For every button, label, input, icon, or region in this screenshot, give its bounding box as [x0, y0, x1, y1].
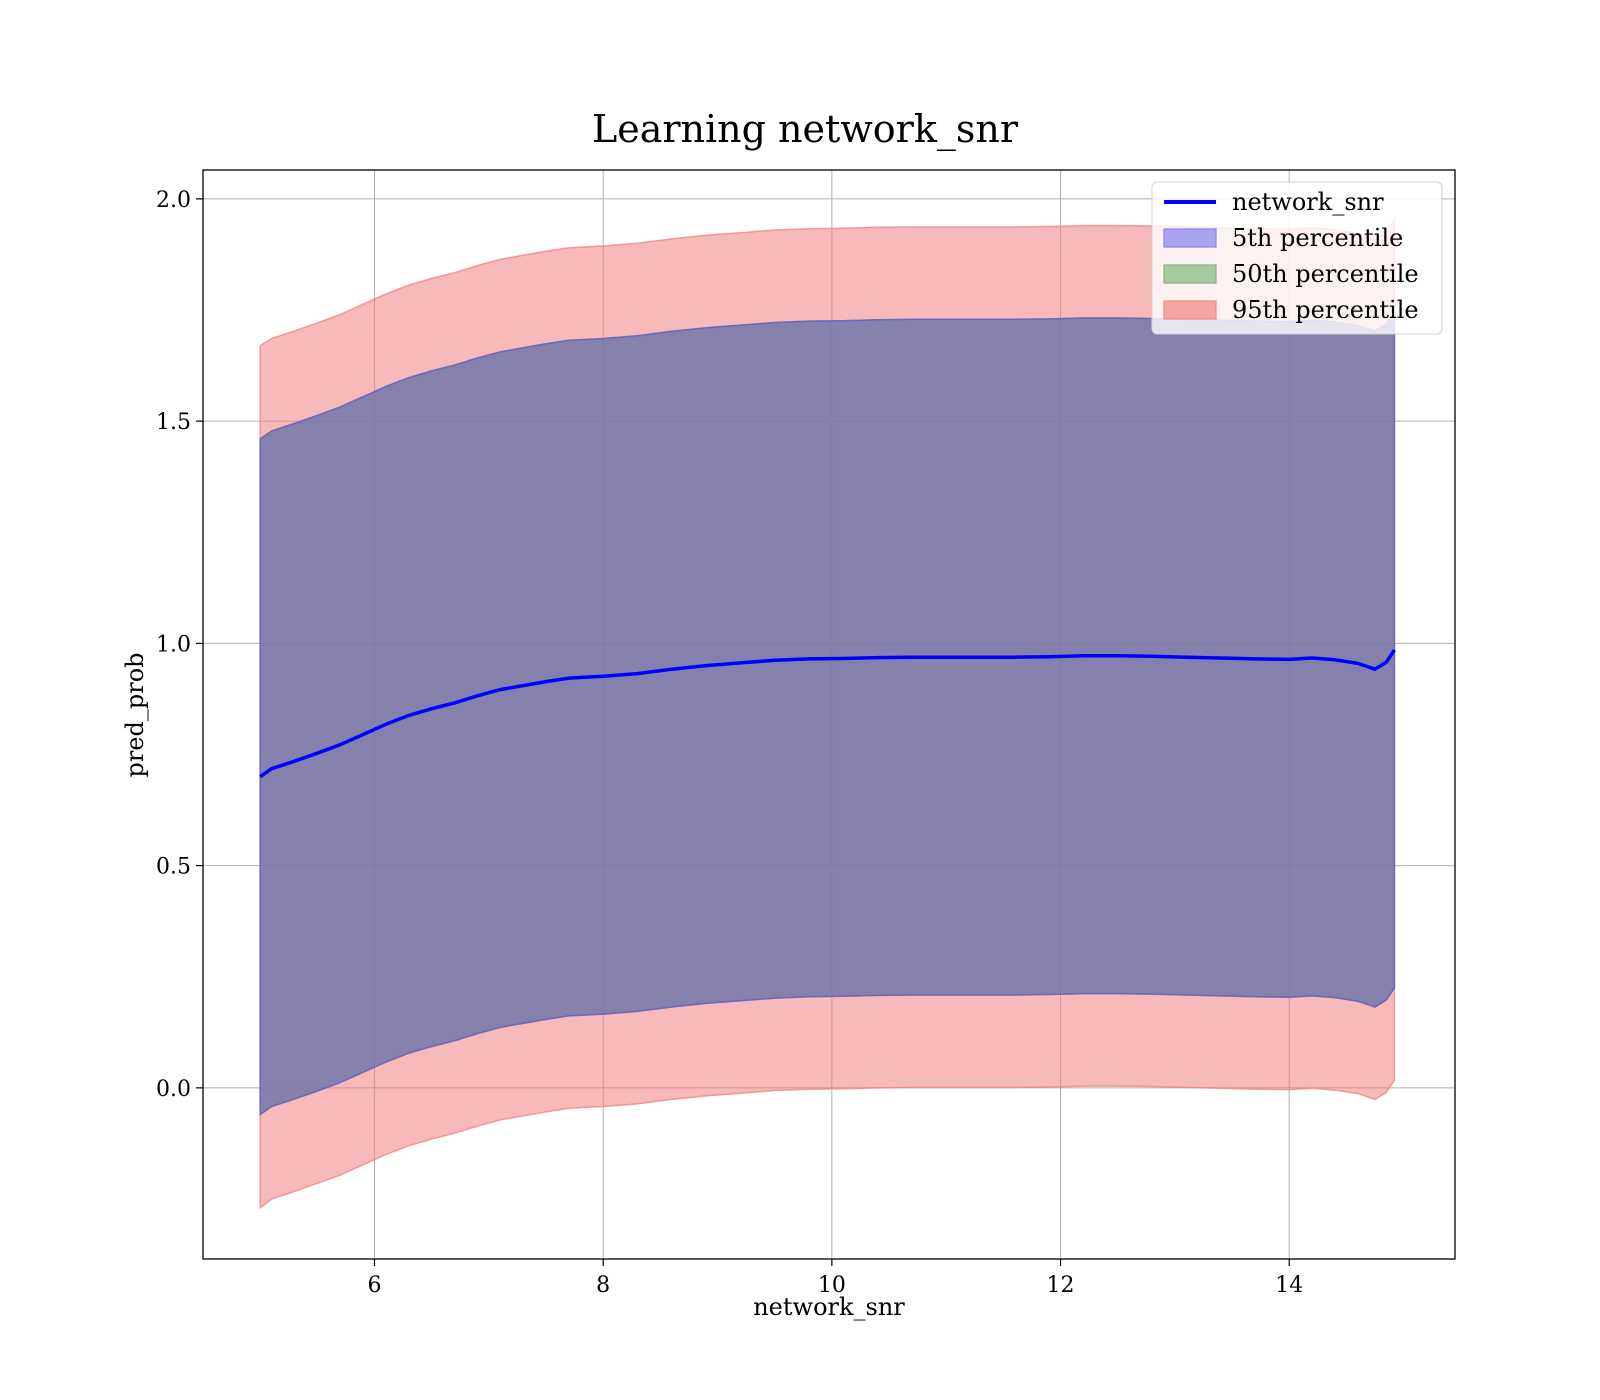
chart-title: Learning network_snr: [592, 107, 1019, 152]
x-tick-label: 8: [596, 1273, 610, 1298]
axis-ticks: 6 8 10 12 14 0.0 0.5 1.0 1.5 2.0: [156, 188, 1303, 1298]
y-tick-label: 1.5: [156, 410, 191, 435]
x-tick-label: 14: [1275, 1273, 1303, 1298]
line-series: [259, 649, 1396, 779]
legend-label: 50th percentile: [1232, 260, 1419, 288]
x-tick-label: 12: [1047, 1273, 1075, 1298]
y-tick-label: 2.0: [156, 188, 191, 213]
legend-label: network_snr: [1232, 188, 1384, 216]
x-axis-label: network_snr: [753, 1293, 905, 1321]
y-tick-label: 0.5: [156, 855, 191, 880]
legend-swatch-patch: [1163, 228, 1217, 248]
band-5th-percentile: [259, 309, 1396, 1116]
percentile-bands: [259, 217, 1396, 1210]
legend-swatch-patch: [1163, 264, 1217, 284]
y-axis-label: pred_prob: [121, 652, 149, 777]
legend-swatch-patch: [1163, 300, 1217, 320]
legend-label: 5th percentile: [1232, 224, 1403, 252]
plot-frame: [202, 169, 1456, 1260]
y-tick-label: 1.0: [156, 632, 191, 657]
legend-label: 95th percentile: [1232, 296, 1419, 324]
x-tick-label: 10: [818, 1273, 846, 1298]
legend-box: [1151, 181, 1443, 335]
y-tick-label: 0.0: [156, 1077, 191, 1102]
legend: network_snr 5th percentile 50th percentile…: [1151, 181, 1443, 335]
series-line-network-snr: [259, 649, 1396, 779]
x-tick-label: 6: [368, 1273, 382, 1298]
